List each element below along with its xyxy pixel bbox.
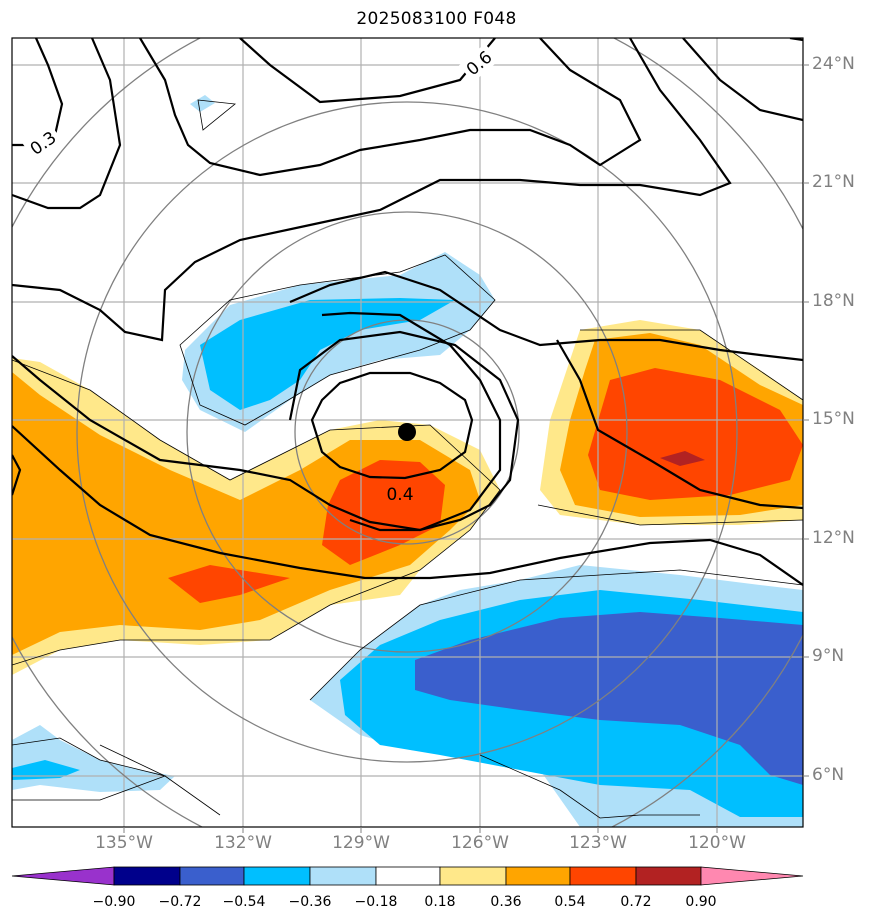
colorbar-seg-8 [569,866,637,886]
colorbar-tick-label: −0.36 [288,894,332,910]
axis-ticks [123,64,809,833]
sw-negative-light [12,725,175,792]
east-positive-strong [588,368,803,500]
colorbar-tick-label: −0.54 [222,894,266,910]
colorbar-tick-label: 0.72 [620,894,652,910]
north-negative-mid [200,298,455,410]
lat-label-6n: 6°N [812,765,845,785]
lon-label-129w: 129°W [332,833,390,853]
lon-label-126w: 126°W [451,833,509,853]
colorbar-seg-2 [179,866,245,886]
colorbar-seg-7 [505,866,571,886]
colorbar-tick-label: −0.18 [354,894,398,910]
plot-frame [11,37,804,828]
colorbar-seg-6 [439,866,507,886]
colorbar-tick-label: 0.90 [685,894,717,910]
range-rings [12,38,803,827]
positive-band-mid [12,372,480,655]
colorbar-tick-label: 0.54 [554,894,586,910]
lat-label-9n: 9°N [812,646,845,666]
lat-label-15n: 15°N [812,409,855,429]
colorbar-seg-5 [375,866,441,886]
colorbar-tick-label: 0.18 [424,894,456,910]
colorbar-extend-high [700,866,804,886]
sw-negative-mid [12,760,80,780]
colorbar [11,866,804,886]
colorbar-extend-low [11,866,115,886]
small-negative-patch [190,95,215,112]
colorbar-seg-3 [243,866,311,886]
gridlines [12,38,803,827]
lat-label-24n: 24°N [812,54,855,74]
colorbar-tick-label: −0.90 [92,894,136,910]
colorbar-tick-label: −0.72 [158,894,202,910]
storm-center-marker [398,423,416,441]
lon-label-123w: 123°W [569,833,627,853]
map-title: 2025083100 F048 [356,9,517,29]
positive-band-strong-2 [168,565,290,603]
lat-label-12n: 12°N [812,528,855,548]
south-negative-strong [415,612,803,785]
colorbar-seg-9 [635,866,702,886]
lon-label-135w: 135°W [95,833,153,853]
colorbar-seg-4 [309,866,377,886]
east-positive-max [660,451,705,466]
lat-label-21n: 21°N [812,172,855,192]
shaded-fields [12,95,803,827]
thick-contours [12,38,803,586]
contour-label-0.4: 0.4 [386,485,413,505]
thin-contours [12,99,803,801]
coast-lines [99,744,700,819]
colorbar-seg-1 [113,866,181,886]
lon-label-132w: 132°W [214,833,272,853]
lat-label-18n: 18°N [812,291,855,311]
colorbar-tick-label: 0.36 [490,894,522,910]
lon-label-120w: 120°W [688,833,746,853]
